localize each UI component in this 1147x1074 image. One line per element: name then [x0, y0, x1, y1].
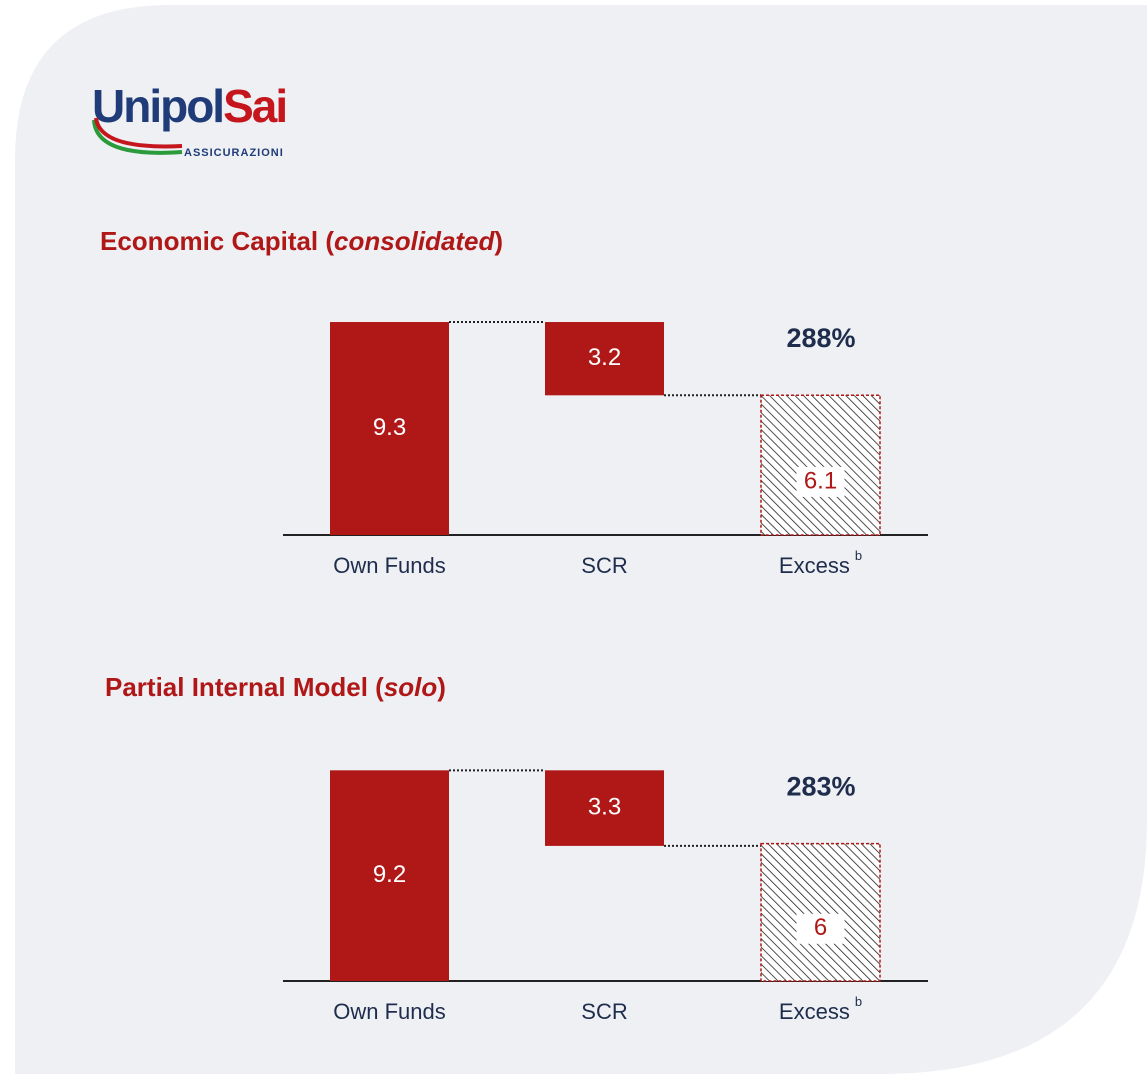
category: Excess	[779, 553, 850, 578]
title-part: )	[494, 226, 503, 256]
annotation: 288%	[786, 323, 855, 353]
category: SCR	[581, 553, 627, 578]
title-part: solo	[384, 672, 438, 702]
bar	[760, 842, 881, 982]
chart-title: Partial Internal Model (solo)	[105, 672, 446, 702]
category: SCR	[581, 999, 627, 1024]
value-label-bg	[796, 913, 845, 944]
x-tick-label: Own Funds	[333, 999, 446, 1024]
value-label: 3.3	[588, 793, 621, 820]
chart-title: Economic Capital (consolidated)	[100, 226, 503, 256]
bar	[330, 770, 449, 981]
logo-text: UnipolSai	[92, 80, 286, 132]
footnote-mark: b	[855, 994, 862, 1009]
logo-part: Sai	[223, 80, 286, 132]
footnote-mark: b	[855, 548, 862, 563]
title-part: consolidated	[334, 226, 495, 256]
logo-swoosh	[92, 119, 183, 155]
bar	[545, 770, 664, 846]
bar	[760, 394, 881, 536]
title-part: Partial Internal Model (	[105, 672, 384, 702]
bar	[545, 322, 664, 396]
panel	[15, 5, 1147, 1074]
value-label-bg	[796, 466, 845, 497]
x-tick-label: Excess b	[779, 548, 862, 577]
x-tick-label: Own Funds	[333, 553, 446, 578]
x-tick-label: SCR	[581, 999, 627, 1024]
value-label: 9.3	[373, 414, 406, 441]
x-tick-label: SCR	[581, 553, 627, 578]
category: Own Funds	[333, 999, 446, 1024]
category: Own Funds	[333, 553, 446, 578]
logo: UnipolSai ASSICURAZIONI	[92, 80, 288, 159]
title-part: Economic Capital (	[100, 226, 334, 256]
value-label: 6.1	[804, 467, 837, 494]
bar	[330, 322, 449, 535]
annotation: 283%	[786, 771, 855, 801]
value-label: 9.2	[373, 861, 406, 888]
logo-part: Unipol	[92, 80, 223, 132]
category: Excess	[779, 999, 850, 1024]
x-tick-label: Excess b	[779, 994, 862, 1023]
value-label: 6	[814, 914, 827, 941]
value-label: 3.2	[588, 344, 621, 371]
logo-swoosh	[94, 117, 183, 149]
title-part: )	[437, 672, 446, 702]
logo-tagline: ASSICURAZIONI	[184, 147, 284, 159]
